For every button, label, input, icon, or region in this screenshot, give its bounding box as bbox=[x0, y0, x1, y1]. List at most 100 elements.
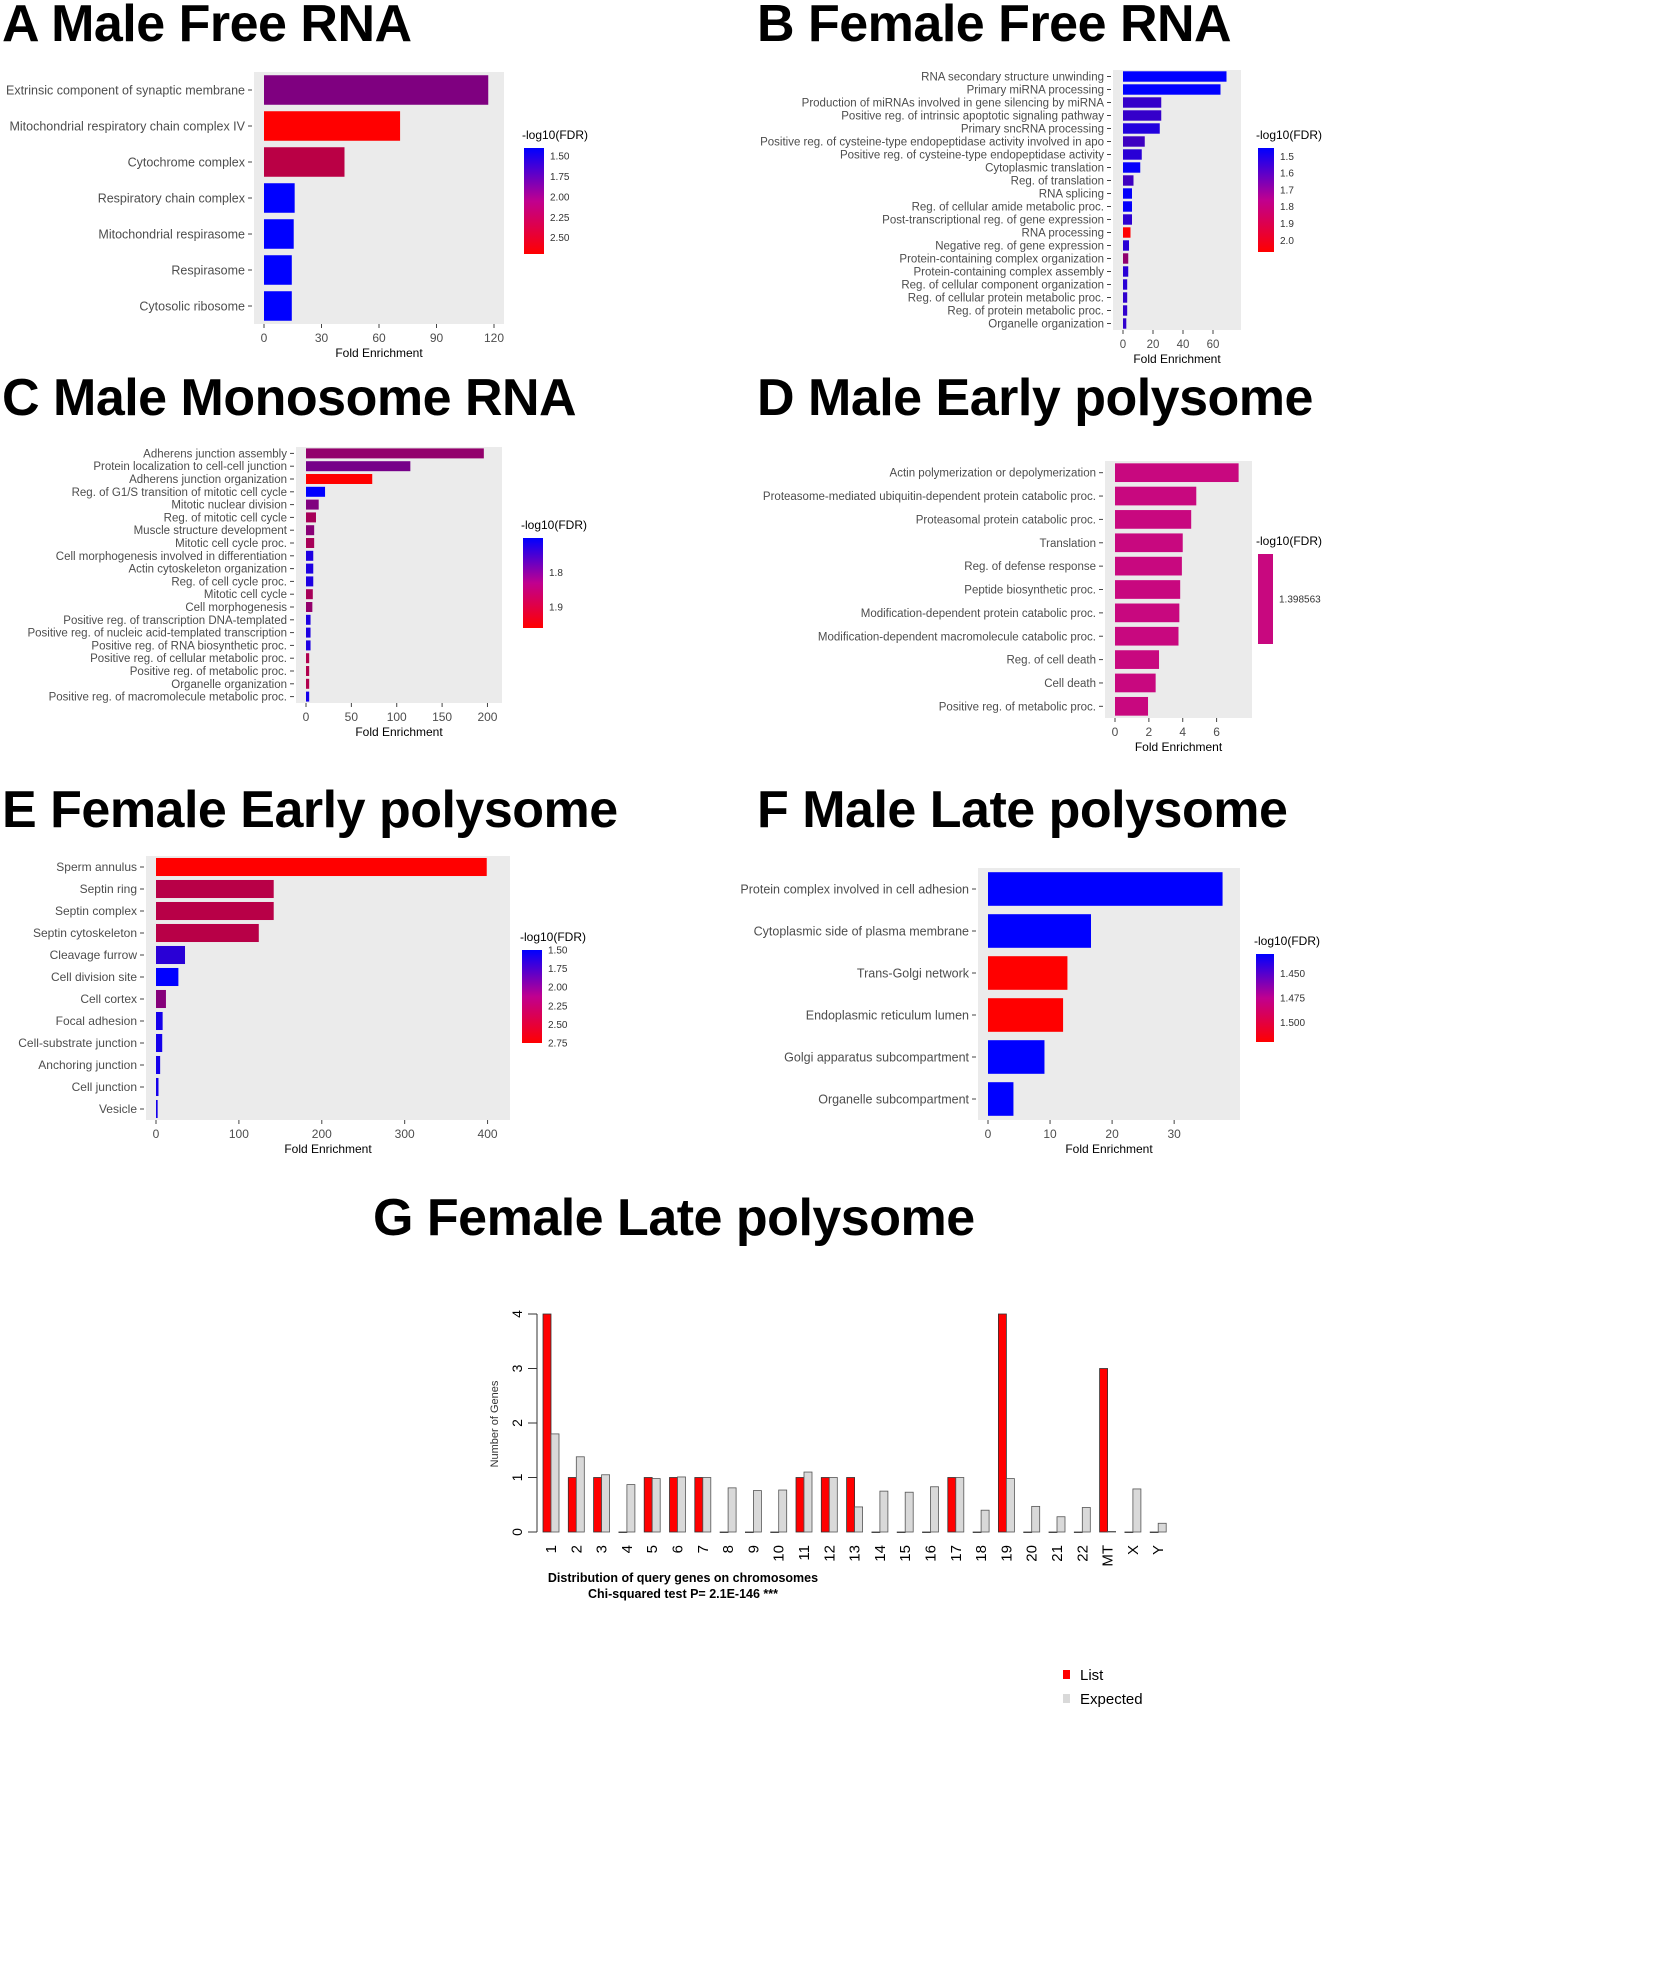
plot-background bbox=[1113, 70, 1241, 330]
category-label: Primary sncRNA processing bbox=[961, 124, 1104, 136]
panel-g-title: G Female Late polysome bbox=[373, 1189, 975, 1247]
category-label: Peptide biosynthetic proc. bbox=[964, 585, 1096, 597]
category-label: Anchoring junction bbox=[38, 1058, 137, 1072]
bar bbox=[156, 967, 179, 987]
bar-list bbox=[643, 1477, 653, 1533]
panel-a-title: A Male Free RNA bbox=[2, 0, 412, 53]
bar bbox=[264, 255, 292, 285]
x-tick-label: 4 bbox=[619, 1545, 636, 1553]
bar bbox=[988, 1082, 1014, 1116]
bar-list bbox=[1048, 1531, 1058, 1533]
x-tick-label: 2 bbox=[1146, 725, 1153, 739]
x-tick-label: 18 bbox=[973, 1545, 990, 1562]
category-label: Modification-dependent protein catabolic… bbox=[861, 608, 1096, 620]
bar-expected bbox=[1157, 1522, 1167, 1533]
bar-list bbox=[1023, 1531, 1033, 1533]
y-tick-label: 0 bbox=[509, 1528, 525, 1536]
legend-colorbar bbox=[524, 148, 544, 254]
bar bbox=[1115, 510, 1192, 529]
bar bbox=[1123, 318, 1127, 329]
bar bbox=[1123, 110, 1162, 121]
category-label: Proteasomal protein catabolic proc. bbox=[916, 514, 1096, 526]
x-tick-label: 6 bbox=[1213, 725, 1220, 739]
bar bbox=[306, 448, 484, 459]
category-label: RNA secondary structure unwinding bbox=[921, 72, 1104, 84]
category-label: Actin polymerization or depolymerization bbox=[890, 468, 1096, 480]
bar bbox=[306, 474, 373, 484]
bar-expected bbox=[753, 1490, 762, 1533]
bar bbox=[156, 923, 259, 943]
x-tick-label: 100 bbox=[387, 710, 407, 724]
bar bbox=[1123, 136, 1145, 147]
x-tick-label: 300 bbox=[395, 1127, 415, 1141]
category-label: Respiratory chain complex bbox=[98, 191, 246, 205]
x-tick-label: 0 bbox=[303, 710, 310, 724]
x-axis-label: Fold Enrichment bbox=[355, 725, 443, 739]
bar-list bbox=[795, 1477, 805, 1533]
legend-colorbar bbox=[523, 538, 543, 628]
bar bbox=[306, 538, 315, 548]
chart-panel-a: Extrinsic component of synaptic membrane… bbox=[6, 72, 588, 360]
category-label: Adherens junction assembly bbox=[143, 448, 287, 460]
category-label: Reg. of cell death bbox=[1006, 655, 1096, 667]
x-tick-label: 0 bbox=[153, 1127, 160, 1141]
bar bbox=[306, 691, 310, 702]
legend-tick-label: 1.475 bbox=[1280, 994, 1305, 1005]
bar-expected bbox=[778, 1489, 788, 1533]
bar-expected bbox=[1006, 1478, 1015, 1533]
x-axis-label: Fold Enrichment bbox=[335, 346, 423, 360]
category-label: Reg. of cellular component organization bbox=[901, 280, 1104, 292]
category-label: Cytoplasmic side of plasma membrane bbox=[754, 924, 969, 938]
category-label: Reg. of translation bbox=[1011, 176, 1104, 188]
category-label: Proteasome-mediated ubiquitin-dependent … bbox=[763, 491, 1096, 503]
x-tick-label: 20 bbox=[1147, 339, 1160, 351]
bar bbox=[1123, 292, 1128, 303]
bar bbox=[1115, 463, 1239, 483]
legend-title: -log10(FDR) bbox=[1256, 534, 1322, 548]
panel-f-title: F Male Late polysome bbox=[757, 781, 1288, 839]
category-label: Reg. of mitotic cell cycle bbox=[164, 512, 287, 524]
bar bbox=[1115, 486, 1197, 506]
chart-panel-d: Actin polymerization or depolymerization… bbox=[763, 461, 1322, 754]
x-tick-label: X bbox=[1125, 1545, 1142, 1555]
bar-list bbox=[567, 1477, 577, 1533]
chart-panel-b: RNA secondary structure unwindingPrimary… bbox=[760, 70, 1322, 366]
bar bbox=[1123, 175, 1134, 186]
x-tick-label: 7 bbox=[695, 1545, 712, 1553]
x-tick-label: 13 bbox=[847, 1545, 864, 1562]
plot-background bbox=[978, 868, 1240, 1120]
x-axis-label: Fold Enrichment bbox=[284, 1142, 372, 1156]
y-tick-label: 1 bbox=[509, 1473, 525, 1481]
x-axis-label: Fold Enrichment bbox=[1135, 740, 1223, 754]
legend-tick-label: 1.5 bbox=[1280, 152, 1294, 163]
category-label: Trans-Golgi network bbox=[857, 966, 970, 980]
panel-d-title: D Male Early polysome bbox=[757, 369, 1313, 427]
bar bbox=[264, 183, 295, 213]
category-label: Production of miRNAs involved in gene si… bbox=[802, 98, 1105, 110]
panel-e-title: E Female Early polysome bbox=[2, 781, 618, 839]
plot-background bbox=[146, 856, 510, 1120]
bar bbox=[988, 998, 1064, 1032]
x-tick-label: 22 bbox=[1074, 1545, 1091, 1562]
bar-list bbox=[820, 1477, 830, 1533]
x-tick-label: 200 bbox=[312, 1127, 332, 1141]
bar-expected bbox=[626, 1484, 636, 1533]
category-label: Reg. of cellular amide metabolic proc. bbox=[912, 202, 1104, 214]
bar bbox=[1123, 84, 1221, 95]
bar-list bbox=[896, 1531, 906, 1533]
category-label: Primary miRNA processing bbox=[967, 85, 1104, 97]
category-label: Muscle structure development bbox=[134, 525, 288, 537]
legend-tick-label: 2.0 bbox=[1280, 236, 1294, 247]
bar bbox=[306, 563, 314, 574]
category-label: Positive reg. of macromolecule metabolic… bbox=[49, 692, 287, 704]
y-axis-label: Number of Genes bbox=[489, 1380, 501, 1467]
bar bbox=[1115, 626, 1179, 646]
category-label: Positive reg. of cysteine-type endopepti… bbox=[840, 150, 1104, 162]
bar bbox=[1115, 673, 1156, 693]
x-tick-label: 50 bbox=[345, 710, 359, 724]
bar bbox=[1123, 123, 1160, 134]
category-label: Cell division site bbox=[51, 970, 137, 984]
chart-panel-f: Protein complex involved in cell adhesio… bbox=[740, 868, 1320, 1156]
bar bbox=[1115, 696, 1149, 716]
bar bbox=[1123, 162, 1141, 173]
